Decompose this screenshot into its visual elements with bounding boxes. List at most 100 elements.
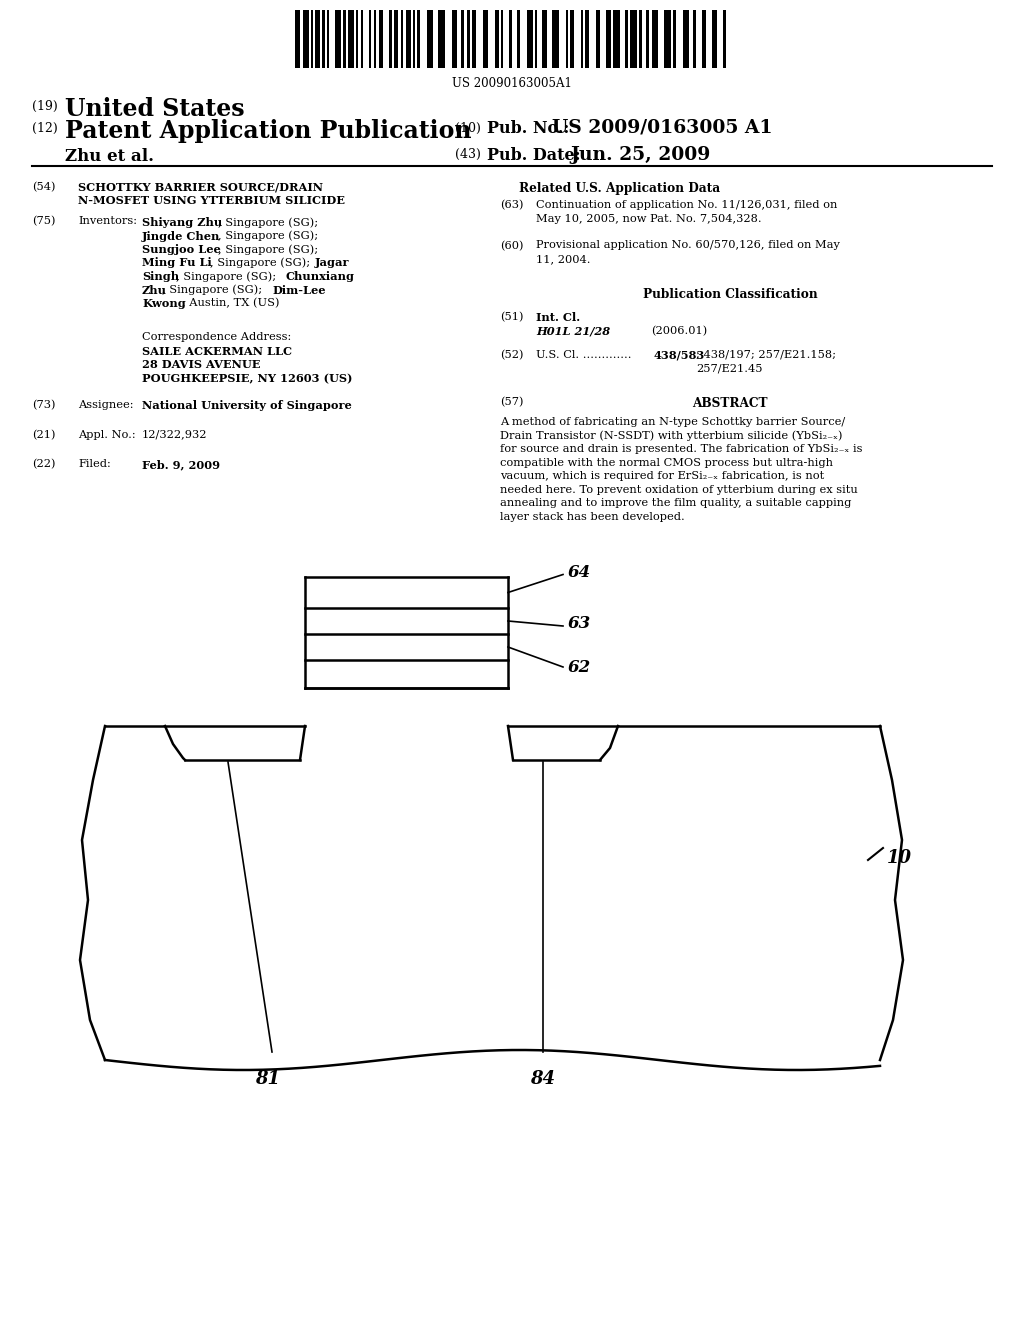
Bar bbox=[581, 11, 583, 69]
Text: , Singapore (SG);: , Singapore (SG); bbox=[162, 285, 266, 296]
Text: Assignee:: Assignee: bbox=[78, 400, 133, 411]
Bar bbox=[315, 11, 319, 69]
Bar bbox=[467, 11, 470, 69]
Bar bbox=[295, 11, 300, 69]
Text: Int. Cl.: Int. Cl. bbox=[536, 312, 581, 323]
Text: United States: United States bbox=[65, 96, 245, 121]
Bar bbox=[652, 11, 658, 69]
Text: Feb. 9, 2009: Feb. 9, 2009 bbox=[142, 459, 220, 470]
Bar bbox=[509, 11, 512, 69]
Text: Drain Transistor (N-SSDT) with ytterbium silicide (YbSi₂₋ₓ): Drain Transistor (N-SSDT) with ytterbium… bbox=[500, 430, 843, 441]
Bar bbox=[303, 11, 309, 69]
Bar bbox=[461, 11, 464, 69]
Text: May 10, 2005, now Pat. No. 7,504,328.: May 10, 2005, now Pat. No. 7,504,328. bbox=[536, 214, 762, 223]
Text: ; 438/197; 257/E21.158;: ; 438/197; 257/E21.158; bbox=[696, 350, 836, 360]
Text: Zhu: Zhu bbox=[142, 285, 167, 296]
Bar bbox=[406, 11, 411, 69]
Text: (54): (54) bbox=[32, 182, 55, 193]
Text: Sungjoo Lee: Sungjoo Lee bbox=[142, 244, 221, 255]
Bar bbox=[483, 11, 488, 69]
Bar bbox=[683, 11, 689, 69]
Text: , Singapore (SG);: , Singapore (SG); bbox=[218, 244, 318, 255]
Bar bbox=[542, 11, 547, 69]
Bar bbox=[394, 11, 398, 69]
Bar bbox=[343, 11, 346, 69]
Text: 64: 64 bbox=[568, 564, 591, 581]
Text: (52): (52) bbox=[500, 350, 523, 360]
Bar bbox=[535, 11, 537, 69]
Text: (19): (19) bbox=[32, 100, 57, 114]
Text: for source and drain is presented. The fabrication of YbSi₂₋ₓ is: for source and drain is presented. The f… bbox=[500, 445, 862, 454]
Text: ABSTRACT: ABSTRACT bbox=[692, 397, 768, 411]
Bar bbox=[625, 11, 628, 69]
Bar bbox=[723, 11, 726, 69]
Text: 63: 63 bbox=[568, 615, 591, 632]
Text: 28 DAVIS AVENUE: 28 DAVIS AVENUE bbox=[142, 359, 260, 371]
Text: National University of Singapore: National University of Singapore bbox=[142, 400, 352, 411]
Text: Pub. Date:: Pub. Date: bbox=[487, 147, 581, 164]
Text: (10): (10) bbox=[455, 121, 481, 135]
Text: 84: 84 bbox=[530, 1071, 555, 1088]
Bar bbox=[646, 11, 649, 69]
Text: 81: 81 bbox=[256, 1071, 281, 1088]
Bar bbox=[335, 11, 341, 69]
Text: Shiyang Zhu: Shiyang Zhu bbox=[142, 216, 222, 228]
Text: SAILE ACKERMAN LLC: SAILE ACKERMAN LLC bbox=[142, 346, 292, 356]
Bar bbox=[389, 11, 392, 69]
Bar bbox=[664, 11, 671, 69]
Text: (75): (75) bbox=[32, 216, 55, 226]
Text: Appl. No.:: Appl. No.: bbox=[78, 430, 135, 440]
Text: , Singapore (SG);: , Singapore (SG); bbox=[176, 271, 280, 281]
Bar bbox=[501, 11, 503, 69]
Text: Zhu et al.: Zhu et al. bbox=[65, 148, 154, 165]
Text: Related U.S. Application Data: Related U.S. Application Data bbox=[519, 182, 721, 195]
Text: Singh: Singh bbox=[142, 271, 179, 282]
Text: , Singapore (SG);: , Singapore (SG); bbox=[210, 257, 313, 268]
Text: Continuation of application No. 11/126,031, filed on: Continuation of application No. 11/126,0… bbox=[536, 201, 838, 210]
Text: compatible with the normal CMOS process but ultra-high: compatible with the normal CMOS process … bbox=[500, 458, 833, 467]
Bar bbox=[472, 11, 476, 69]
Bar bbox=[452, 11, 457, 69]
Bar bbox=[606, 11, 611, 69]
Bar bbox=[527, 11, 534, 69]
Text: (63): (63) bbox=[500, 201, 523, 210]
Text: 11, 2004.: 11, 2004. bbox=[536, 253, 591, 264]
Bar bbox=[438, 11, 445, 69]
Text: 62: 62 bbox=[568, 659, 591, 676]
Bar bbox=[570, 11, 574, 69]
Text: Pub. No.:: Pub. No.: bbox=[487, 120, 569, 137]
Text: Kwong: Kwong bbox=[142, 298, 185, 309]
Text: Dim-Lee: Dim-Lee bbox=[272, 285, 326, 296]
Bar bbox=[417, 11, 420, 69]
Text: Inventors:: Inventors: bbox=[78, 216, 137, 226]
Text: US 2009/0163005 A1: US 2009/0163005 A1 bbox=[552, 119, 772, 137]
Bar bbox=[311, 11, 313, 69]
Text: N-MOSFET USING YTTERBIUM SILICIDE: N-MOSFET USING YTTERBIUM SILICIDE bbox=[78, 195, 345, 206]
Text: A method of fabricating an N-type Schottky barrier Source/: A method of fabricating an N-type Schott… bbox=[500, 417, 845, 428]
Bar bbox=[356, 11, 358, 69]
Text: Ming Fu Li: Ming Fu Li bbox=[142, 257, 212, 268]
Text: (21): (21) bbox=[32, 430, 55, 440]
Text: (12): (12) bbox=[32, 121, 57, 135]
Bar bbox=[702, 11, 706, 69]
Text: (73): (73) bbox=[32, 400, 55, 411]
Text: Jingde Chen: Jingde Chen bbox=[142, 231, 220, 242]
Bar bbox=[566, 11, 568, 69]
Bar bbox=[596, 11, 600, 69]
Text: U.S. Cl. .............: U.S. Cl. ............. bbox=[536, 350, 632, 360]
Text: (60): (60) bbox=[500, 240, 523, 251]
Text: Filed:: Filed: bbox=[78, 459, 111, 470]
Text: (51): (51) bbox=[500, 312, 523, 322]
Bar bbox=[552, 11, 559, 69]
Text: Provisional application No. 60/570,126, filed on May: Provisional application No. 60/570,126, … bbox=[536, 240, 840, 251]
Text: layer stack has been developed.: layer stack has been developed. bbox=[500, 512, 685, 521]
Bar bbox=[401, 11, 403, 69]
Text: (2006.01): (2006.01) bbox=[651, 326, 708, 335]
Text: SCHOTTKY BARRIER SOURCE/DRAIN: SCHOTTKY BARRIER SOURCE/DRAIN bbox=[78, 182, 323, 193]
Bar bbox=[712, 11, 717, 69]
Text: annealing and to improve the film quality, a suitable capping: annealing and to improve the film qualit… bbox=[500, 499, 851, 508]
Text: 12/322,932: 12/322,932 bbox=[142, 430, 208, 440]
Text: POUGHKEEPSIE, NY 12603 (US): POUGHKEEPSIE, NY 12603 (US) bbox=[142, 374, 352, 384]
Text: (22): (22) bbox=[32, 459, 55, 470]
Text: vacuum, which is required for ErSi₂₋ₓ fabrication, is not: vacuum, which is required for ErSi₂₋ₓ fa… bbox=[500, 471, 824, 482]
